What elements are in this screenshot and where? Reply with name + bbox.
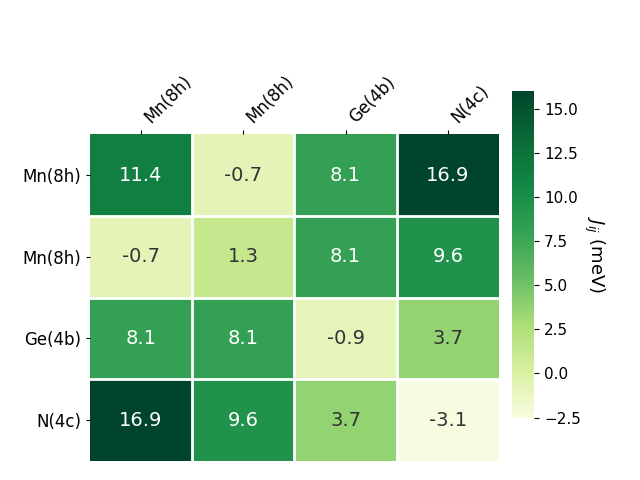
Bar xyxy=(294,379,397,461)
Text: -0.9: -0.9 xyxy=(326,329,365,348)
Text: 9.6: 9.6 xyxy=(433,247,463,266)
Text: 16.9: 16.9 xyxy=(119,410,163,430)
Text: 1.3: 1.3 xyxy=(228,247,259,266)
Y-axis label: $J_{ij}$ (meV): $J_{ij}$ (meV) xyxy=(582,216,606,293)
Text: 3.7: 3.7 xyxy=(330,410,361,430)
Bar xyxy=(294,216,397,298)
Text: -0.7: -0.7 xyxy=(122,247,160,266)
Text: 8.1: 8.1 xyxy=(330,247,361,266)
Text: 8.1: 8.1 xyxy=(228,329,259,348)
Text: 3.7: 3.7 xyxy=(433,329,463,348)
Text: 8.1: 8.1 xyxy=(125,329,156,348)
Bar xyxy=(192,216,294,298)
Bar xyxy=(294,298,397,379)
Text: 9.6: 9.6 xyxy=(228,410,259,430)
Bar xyxy=(90,298,192,379)
Bar xyxy=(294,134,397,216)
Bar xyxy=(90,216,192,298)
Bar xyxy=(192,134,294,216)
Bar xyxy=(90,134,192,216)
Bar xyxy=(397,134,499,216)
Text: 8.1: 8.1 xyxy=(330,166,361,185)
Bar xyxy=(90,379,192,461)
Bar xyxy=(192,379,294,461)
Text: -0.7: -0.7 xyxy=(224,166,262,185)
Text: 11.4: 11.4 xyxy=(119,166,163,185)
Bar xyxy=(397,379,499,461)
Bar xyxy=(397,216,499,298)
Bar xyxy=(397,298,499,379)
Text: -3.1: -3.1 xyxy=(429,410,467,430)
Bar xyxy=(192,298,294,379)
Text: 16.9: 16.9 xyxy=(426,166,470,185)
